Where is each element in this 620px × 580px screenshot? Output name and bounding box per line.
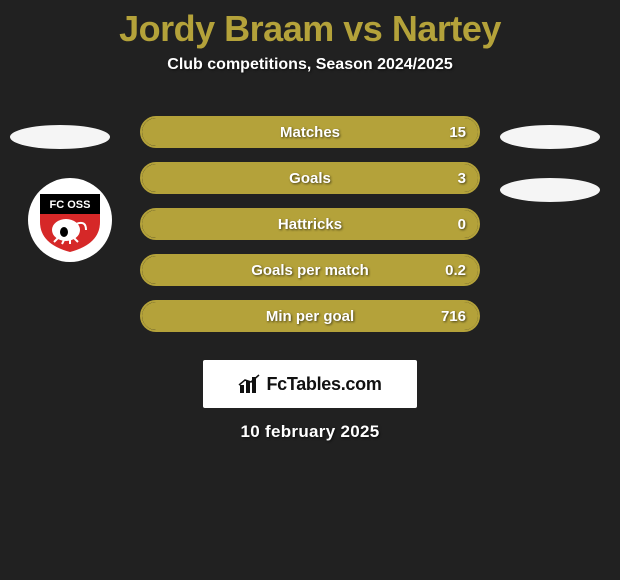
decor-ellipse (500, 178, 600, 202)
svg-text:FC OSS: FC OSS (50, 199, 91, 211)
stat-row: Goals per match0.2 (140, 254, 480, 286)
stat-rows: Matches15 Goals3 Hattricks0 Goals per match… (140, 116, 480, 332)
stat-row: Min per goal716 (140, 300, 480, 332)
stat-row: Hattricks0 (140, 208, 480, 240)
stat-label: Min per goal (142, 302, 478, 330)
stat-label: Goals per match (142, 256, 478, 284)
stat-label: Matches (142, 118, 478, 146)
stats-area: Matches15 Goals3 Hattricks0 Goals per match… (0, 116, 620, 336)
title-player1: Jordy Braam (119, 8, 334, 49)
stat-value: 15 (449, 118, 466, 146)
stat-label: Goals (142, 164, 478, 192)
subtitle: Club competitions, Season 2024/2025 (0, 56, 620, 74)
stat-value: 3 (458, 164, 466, 192)
stat-value: 0 (458, 210, 466, 238)
title-player2: Nartey (392, 8, 501, 49)
watermark: FcTables.com (203, 360, 417, 408)
stat-row: Goals3 (140, 162, 480, 194)
watermark-text: FcTables.com (266, 374, 381, 395)
date-line: 10 february 2025 (0, 422, 620, 442)
chart-bars-icon (238, 373, 262, 395)
club-shield-icon: FC OSS (36, 186, 104, 254)
stat-value: 716 (441, 302, 466, 330)
title-vs: vs (343, 8, 382, 49)
decor-ellipse (500, 125, 600, 149)
decor-ellipse (10, 125, 110, 149)
club-badge-inner: FC OSS (36, 186, 104, 254)
stat-value: 0.2 (445, 256, 466, 284)
club-badge: FC OSS (28, 178, 112, 262)
title: Jordy Braam vs Nartey (0, 0, 620, 50)
stat-label: Hattricks (142, 210, 478, 238)
stat-row: Matches15 (140, 116, 480, 148)
